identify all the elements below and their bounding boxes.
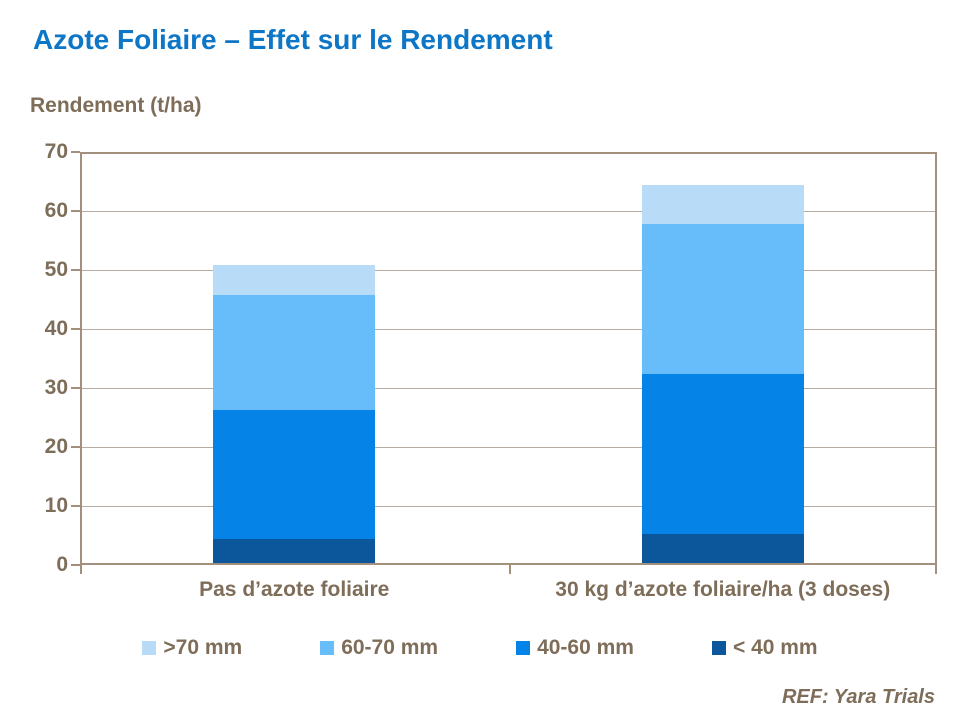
gridline-y-20 bbox=[82, 447, 935, 448]
legend: >70 mm 60-70 mm 40-60 mm < 40 mm bbox=[0, 636, 960, 660]
legend-swatch-icon bbox=[320, 641, 335, 655]
bar-segment--40-mm bbox=[213, 539, 376, 563]
y-tick-label-20: 20 bbox=[44, 435, 68, 458]
gridline-y-30 bbox=[82, 388, 935, 389]
y-axis-title: Rendement (t/ha) bbox=[30, 94, 202, 117]
legend-swatch-icon bbox=[711, 641, 726, 655]
legend-item-40-60-mm: 40-60 mm bbox=[516, 636, 634, 660]
bar-segment--40-mm bbox=[641, 533, 804, 563]
bar-segment--70-mm bbox=[641, 185, 804, 224]
legend-item-60-70-mm: 60-70 mm bbox=[320, 636, 438, 660]
y-tick-label-60: 60 bbox=[44, 199, 68, 222]
legend-swatch-icon bbox=[142, 641, 157, 655]
y-tick-mark-0 bbox=[71, 564, 80, 566]
x-tick-mark-2 bbox=[935, 565, 937, 574]
y-tick-label-10: 10 bbox=[44, 494, 68, 517]
legend-item--40-mm: < 40 mm bbox=[711, 636, 818, 660]
y-tick-label-50: 50 bbox=[44, 258, 68, 281]
reference-note: REF: Yara Trials bbox=[781, 686, 935, 708]
gridline-y-60 bbox=[82, 211, 935, 212]
legend-label: >70 mm bbox=[163, 636, 243, 659]
stacked-bar-2 bbox=[641, 185, 804, 563]
y-tick-mark-60 bbox=[71, 210, 80, 212]
x-tick-mark-1 bbox=[508, 565, 511, 574]
y-tick-mark-10 bbox=[71, 505, 80, 507]
x-category-label-2: 30 kg d’azote foliaire/ha (3 doses) bbox=[555, 578, 891, 601]
stacked-bar-1 bbox=[213, 265, 376, 563]
bar-segment-60-70-mm bbox=[213, 294, 376, 410]
legend-label: 40-60 mm bbox=[537, 636, 634, 659]
bar-segment-40-60-mm bbox=[213, 409, 376, 540]
y-tick-mark-20 bbox=[71, 446, 80, 448]
gridline-y-40 bbox=[82, 329, 935, 330]
x-tick-mark-0 bbox=[80, 565, 82, 574]
y-tick-label-0: 0 bbox=[56, 553, 68, 576]
y-tick-label-70: 70 bbox=[44, 140, 68, 163]
chart-title: Azote Foliaire – Effet sur le Rendement bbox=[33, 24, 553, 55]
y-tick-label-30: 30 bbox=[44, 376, 68, 399]
x-category-label-1: Pas d’azote foliaire bbox=[199, 578, 390, 601]
y-tick-mark-40 bbox=[71, 328, 80, 330]
legend-label: 60-70 mm bbox=[341, 636, 439, 659]
y-tick-mark-50 bbox=[71, 269, 80, 271]
gridline-y-50 bbox=[82, 270, 935, 271]
plot-area bbox=[80, 152, 937, 565]
bar-segment-40-60-mm bbox=[641, 374, 804, 534]
y-tick-label-40: 40 bbox=[44, 317, 68, 340]
y-tick-mark-70 bbox=[71, 151, 80, 153]
legend-item--70-mm: >70 mm bbox=[142, 636, 242, 660]
y-tick-mark-30 bbox=[71, 387, 80, 389]
bar-segment-60-70-mm bbox=[641, 223, 804, 375]
legend-label: < 40 mm bbox=[732, 636, 818, 659]
gridline-y-10 bbox=[82, 506, 935, 507]
legend-swatch-icon bbox=[516, 641, 531, 655]
bar-segment--70-mm bbox=[213, 265, 376, 295]
